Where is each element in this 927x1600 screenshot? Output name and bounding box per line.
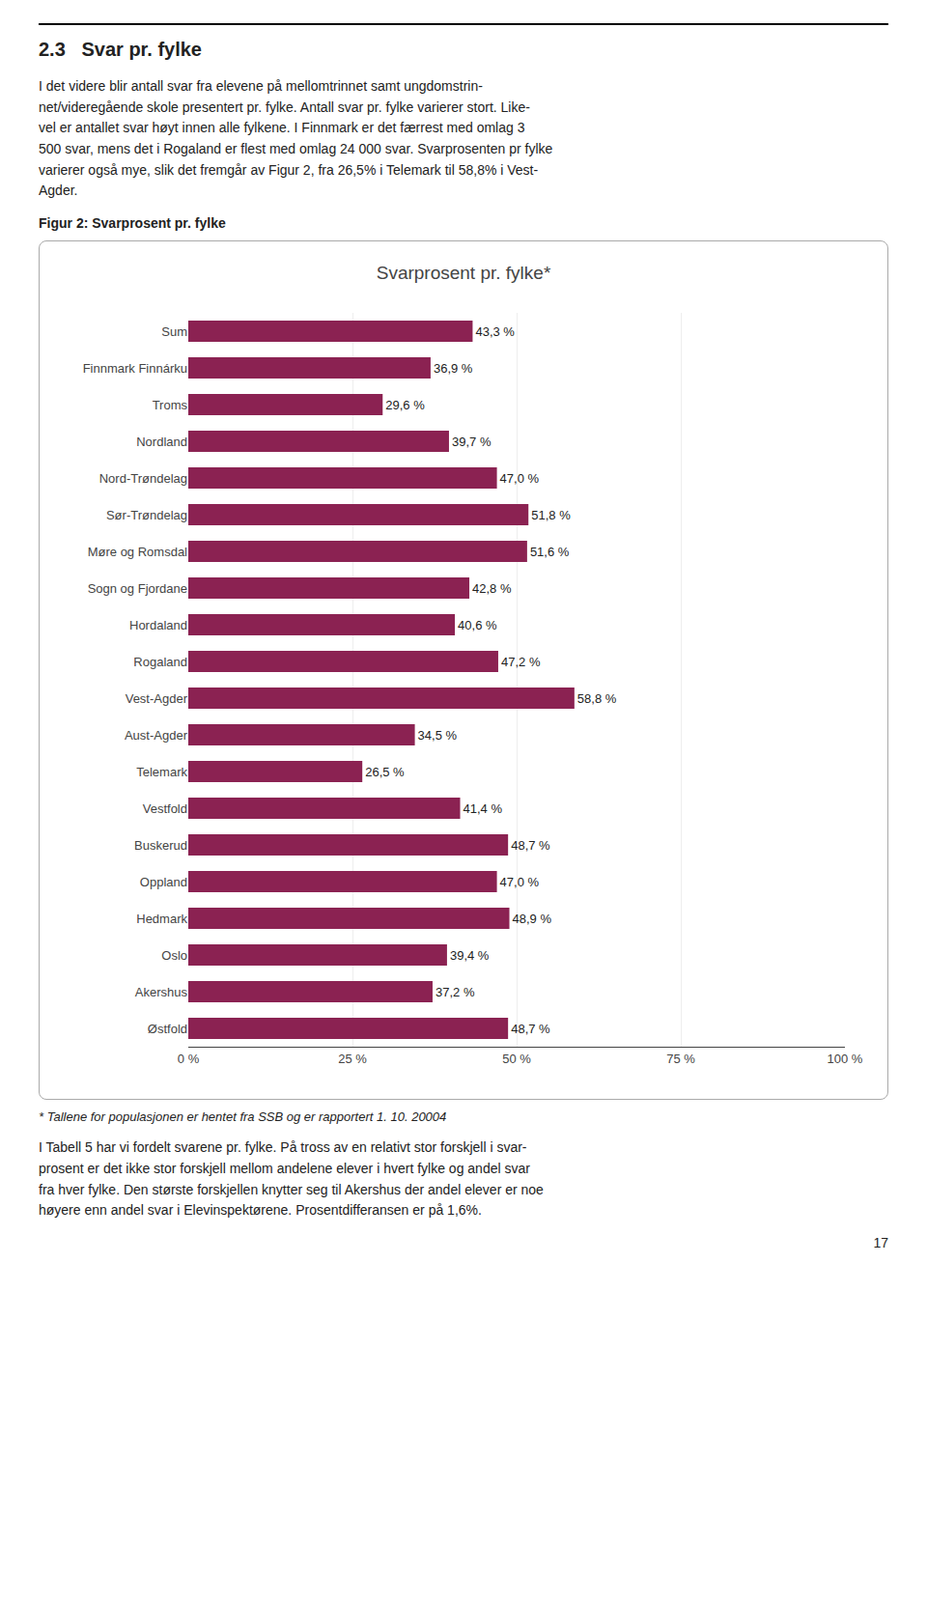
svg-text:36,9 %: 36,9 % xyxy=(433,361,474,376)
svg-text:34,5 %: 34,5 % xyxy=(418,728,458,743)
html-text:* Tallene for populasjonen er: * Tallene for populasjonen er hentet fra… xyxy=(38,1109,447,1125)
svg-text:Hordaland: Hordaland xyxy=(129,618,188,633)
html-text:I Tabell 5 har vi fordelt svar: I Tabell 5 har vi fordelt svarene pr. fy… xyxy=(38,1139,544,1218)
svg-text:Oslo: Oslo xyxy=(161,948,188,963)
svg-text:Rogaland: Rogaland xyxy=(133,654,188,670)
svg-text:Finnmark Finnárku: Finnmark Finnárku xyxy=(83,361,188,376)
svg-text:47,0 %: 47,0 % xyxy=(500,471,540,486)
svg-text:Nordland: Nordland xyxy=(136,434,188,450)
svg-text:Troms: Troms xyxy=(152,397,189,413)
svg-text:Sør-Trøndelag: Sør-Trøndelag xyxy=(106,507,188,523)
svg-text:Vestfold: Vestfold xyxy=(142,801,188,816)
svg-text:43,3 %: 43,3 % xyxy=(475,324,515,339)
svg-text:Møre og Romsdal: Møre og Romsdal xyxy=(87,544,188,560)
svg-text:50 %: 50 % xyxy=(502,1051,532,1067)
svg-text:Sum: Sum xyxy=(161,324,188,339)
html-text:Figur 2: Svarprosent pr. fylke: Figur 2: Svarprosent pr. fylke xyxy=(38,215,226,231)
svg-text:37,2 %: 37,2 % xyxy=(435,984,476,1000)
svg-text:Telemark: Telemark xyxy=(136,764,188,780)
svg-text:42,8 %: 42,8 % xyxy=(472,581,512,596)
svg-text:48,7 %: 48,7 % xyxy=(510,1021,551,1037)
svg-text:39,4 %: 39,4 % xyxy=(449,948,490,963)
svg-text:48,9 %: 48,9 % xyxy=(512,911,553,927)
svg-text:Akershus: Akershus xyxy=(135,984,189,1000)
svg-text:51,8 %: 51,8 % xyxy=(531,507,571,523)
html-text:I det videre blir antall svar: I det videre blir antall svar fra eleven… xyxy=(38,78,553,199)
svg-text:25 %: 25 % xyxy=(337,1051,367,1067)
svg-text:75 %: 75 % xyxy=(666,1051,696,1067)
svg-text:Østfold: Østfold xyxy=(147,1021,188,1037)
svg-text:47,2 %: 47,2 % xyxy=(501,654,541,670)
svg-text:Svarprosent pr. fylke*: Svarprosent pr. fylke* xyxy=(376,262,552,283)
svg-text:Oppland: Oppland xyxy=(140,874,188,890)
svg-text:48,7 %: 48,7 % xyxy=(510,838,551,853)
svg-text:Aust-Agder: Aust-Agder xyxy=(124,728,189,743)
html-text:2.3 Svar pr. fylke: 2.3 Svar pr. fylke xyxy=(38,38,202,60)
svg-text:39,7 %: 39,7 % xyxy=(451,434,492,450)
svg-text:58,8 %: 58,8 % xyxy=(577,691,618,706)
svg-text:Sogn og Fjordane: Sogn og Fjordane xyxy=(87,581,188,596)
svg-text:41,4 %: 41,4 % xyxy=(463,801,504,816)
svg-text:40,6 %: 40,6 % xyxy=(457,618,498,633)
svg-text:47,0 %: 47,0 % xyxy=(500,874,540,890)
svg-text:Nord-Trøndelag: Nord-Trøndelag xyxy=(99,471,188,486)
svg-text:29,6 %: 29,6 % xyxy=(385,397,425,413)
svg-text:Hedmark: Hedmark xyxy=(136,911,188,927)
svg-text:0 %: 0 % xyxy=(177,1051,200,1067)
svg-text:Vest-Agder: Vest-Agder xyxy=(125,691,189,706)
svg-text:51,6 %: 51,6 % xyxy=(530,544,570,560)
html-text:17: 17 xyxy=(873,1234,889,1251)
svg-text:100 %: 100 % xyxy=(827,1051,864,1067)
svg-text:26,5 %: 26,5 % xyxy=(365,764,405,780)
svg-text:Buskerud: Buskerud xyxy=(134,838,188,853)
